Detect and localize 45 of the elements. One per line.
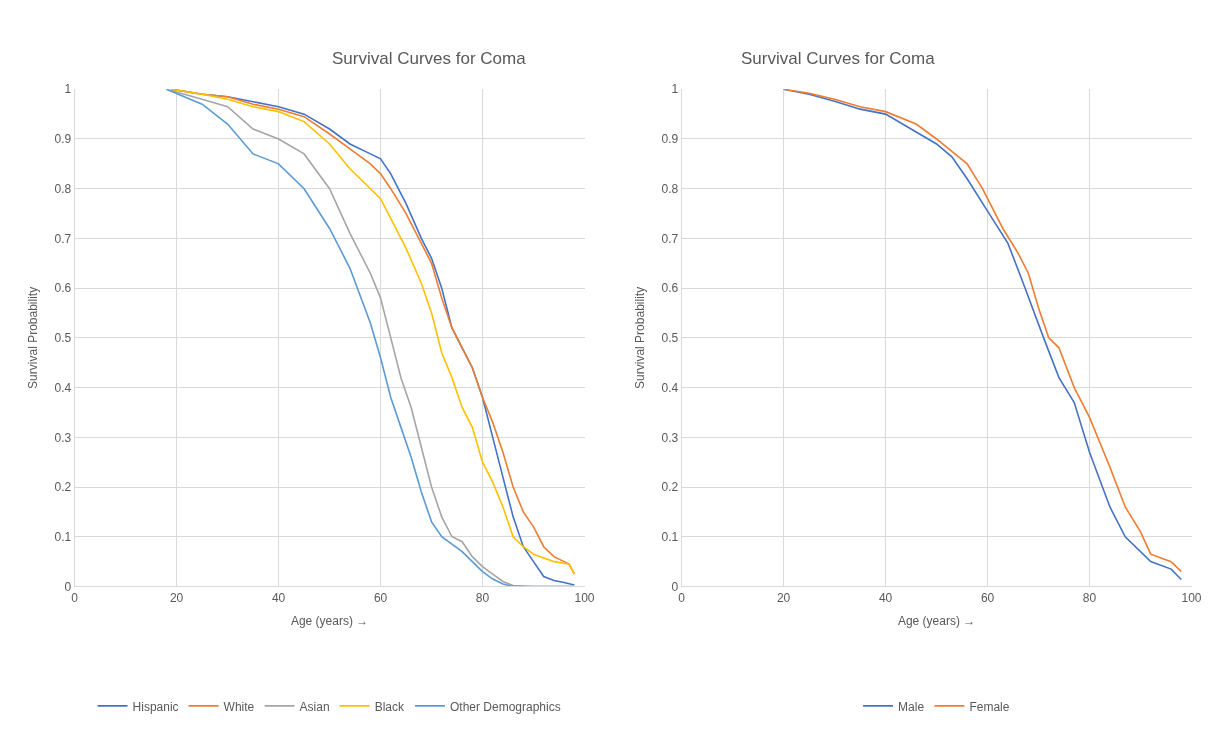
legend-label: Female [969, 699, 1010, 714]
y-tick-label: 0 [671, 579, 679, 594]
chart-title: Survival Curves for Coma [741, 49, 936, 68]
x-tick-label: 20 [169, 590, 184, 605]
x-tick-label: 40 [271, 590, 286, 605]
legend-label: Male [898, 699, 925, 714]
y-tick-label: 0.6 [54, 281, 72, 296]
y-tick-label: 1 [64, 82, 72, 97]
y-tick-label: 0.4 [54, 380, 72, 395]
y-tick-label: 0.9 [54, 132, 72, 147]
y-tick-label: 0.2 [54, 480, 72, 495]
x-tick-label: 60 [373, 590, 388, 605]
x-tick-label: 100 [574, 590, 595, 605]
x-tick-label: 60 [980, 590, 995, 605]
y-tick-label: 0.2 [661, 480, 679, 495]
y-tick-label: 0 [64, 579, 72, 594]
y-axis-title: Survival Probability [632, 286, 647, 389]
y-tick-label: 0.4 [661, 380, 679, 395]
y-tick-label: 0.8 [54, 181, 72, 196]
legend-label: Other Demographics [449, 699, 561, 714]
y-tick-label: 0.7 [54, 231, 72, 246]
legend-label: Black [374, 699, 405, 714]
y-tick-label: 0.3 [54, 430, 72, 445]
x-tick-label: 100 [1181, 590, 1202, 605]
x-axis-title: Age (years) → [897, 613, 976, 628]
y-tick-label: 0.7 [661, 231, 679, 246]
chart-title: Survival Curves for Coma [332, 49, 527, 68]
y-tick-label: 0.1 [54, 529, 72, 544]
y-tick-label: 0.5 [54, 331, 72, 346]
legend-label: Asian [299, 699, 330, 714]
x-tick-label: 20 [776, 590, 791, 605]
y-tick-label: 0.9 [661, 132, 679, 147]
y-tick-label: 1 [671, 82, 679, 97]
legend-label: Hispanic [132, 699, 179, 714]
legend-label: White [223, 699, 255, 714]
x-tick-label: 40 [878, 590, 893, 605]
x-axis-title: Age (years) → [290, 613, 369, 628]
y-tick-label: 0.8 [661, 181, 679, 196]
x-tick-label: 80 [1082, 590, 1097, 605]
y-axis-title: Survival Probability [25, 286, 40, 389]
y-tick-label: 0.3 [661, 430, 679, 445]
x-tick-label: 80 [475, 590, 490, 605]
y-tick-label: 0.5 [661, 331, 679, 346]
y-tick-label: 0.6 [661, 281, 679, 296]
y-tick-label: 0.1 [661, 529, 679, 544]
